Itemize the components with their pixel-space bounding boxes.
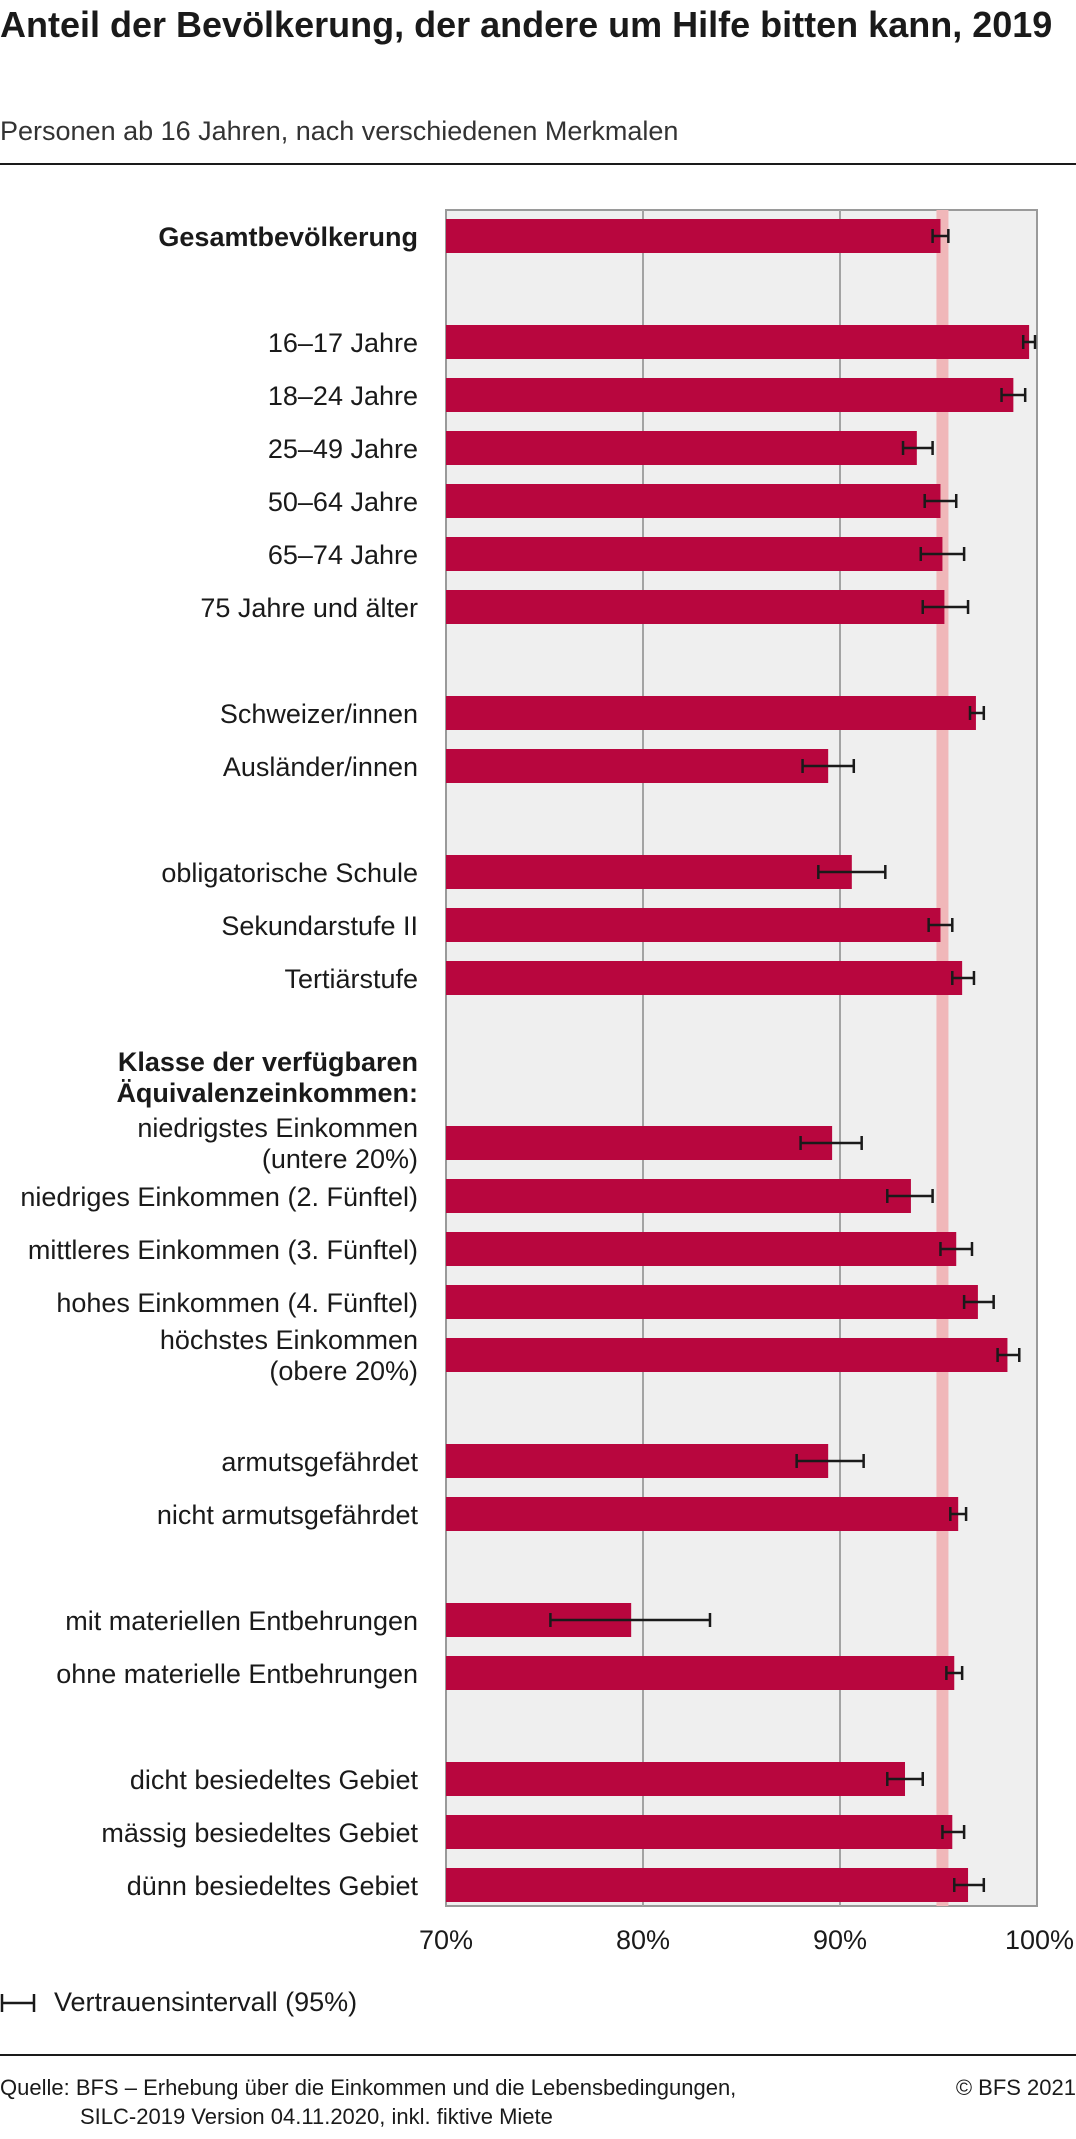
source-line-1: Quelle: BFS – Erhebung über die Einkomme… [0,2075,737,2100]
category-label: niedriges Einkommen (2. Fünftel) [20,1182,418,1212]
category-label: Schweizer/innen [220,699,418,729]
bar [446,1444,829,1478]
category-label: niedrigstes Einkommen [137,1113,418,1143]
bar [446,378,1014,412]
category-label: 75 Jahre und älter [200,593,418,623]
chart-title: Anteil der Bevölkerung, der andere um Hi… [0,4,1053,45]
bar [446,749,829,783]
bar [446,537,943,571]
category-label: Ausländer/innen [223,752,418,782]
category-label: 18–24 Jahre [268,381,418,411]
x-tick-label: 70% [419,1925,473,1955]
category-label: (obere 20%) [269,1356,418,1386]
category-label: 16–17 Jahre [268,328,418,358]
bar [446,325,1030,359]
bar [446,1338,1008,1372]
legend-label: Vertrauensintervall (95%) [54,1987,358,2017]
category-label: höchstes Einkommen [160,1325,418,1355]
bar [446,1868,969,1902]
x-tick-label: 100% [1005,1925,1074,1955]
bar [446,484,941,518]
footer-divider [0,2054,1076,2056]
reference-band [936,210,949,1906]
x-tick-label: 80% [616,1925,670,1955]
category-label: Tertiärstufe [284,964,418,994]
bar [446,1656,955,1690]
group-header-line: Klasse der verfügbaren [118,1047,418,1077]
category-label: Sekundarstufe II [221,911,418,941]
bar [446,908,941,942]
bar [446,431,917,465]
chart-subtitle: Personen ab 16 Jahren, nach verschiedene… [0,116,679,146]
category-label: mittleres Einkommen (3. Fünftel) [28,1235,418,1265]
bar [446,855,852,889]
category-label: obligatorische Schule [161,858,418,888]
source-line-2: SILC-2019 Version 04.11.2020, inkl. fikt… [80,2104,553,2129]
category-label: 65–74 Jahre [268,540,418,570]
bar [446,1179,911,1213]
bar [446,219,941,253]
bar [446,1762,906,1796]
bar [446,1126,833,1160]
bar [446,590,945,624]
source-note: Quelle: BFS – Erhebung über die Einkomme… [0,2073,860,2131]
category-label: ohne materielle Entbehrungen [56,1659,418,1689]
category-label: Gesamtbevölkerung [158,222,418,252]
header-divider [0,163,1076,165]
x-tick-label: 90% [813,1925,867,1955]
bar [446,696,976,730]
bar [446,1232,957,1266]
category-label: mässig besiedeltes Gebiet [101,1818,418,1848]
category-label: 50–64 Jahre [268,487,418,517]
category-label: mit materiellen Entbehrungen [65,1606,418,1636]
bar [446,1497,959,1531]
bar-chart: Gesamtbevölkerung 16–17 Jahre 18–24 Jahre 2… [20,209,1074,1955]
group-header-line: Äquivalenzeinkommen: [116,1078,418,1108]
category-label: (untere 20%) [262,1144,418,1174]
category-label: armutsgefährdet [221,1447,418,1477]
category-label: nicht armutsgefährdet [157,1500,419,1530]
category-label: dicht besiedeltes Gebiet [130,1765,419,1795]
copyright: © BFS 2021 [955,2075,1076,2100]
bar [446,1815,953,1849]
bar [446,961,963,995]
confidence-interval-legend-icon [0,1994,36,2012]
category-label: dünn besiedeltes Gebiet [127,1871,419,1901]
category-label: 25–49 Jahre [268,434,418,464]
bar [446,1285,978,1319]
category-label: hohes Einkommen (4. Fünftel) [56,1288,418,1318]
